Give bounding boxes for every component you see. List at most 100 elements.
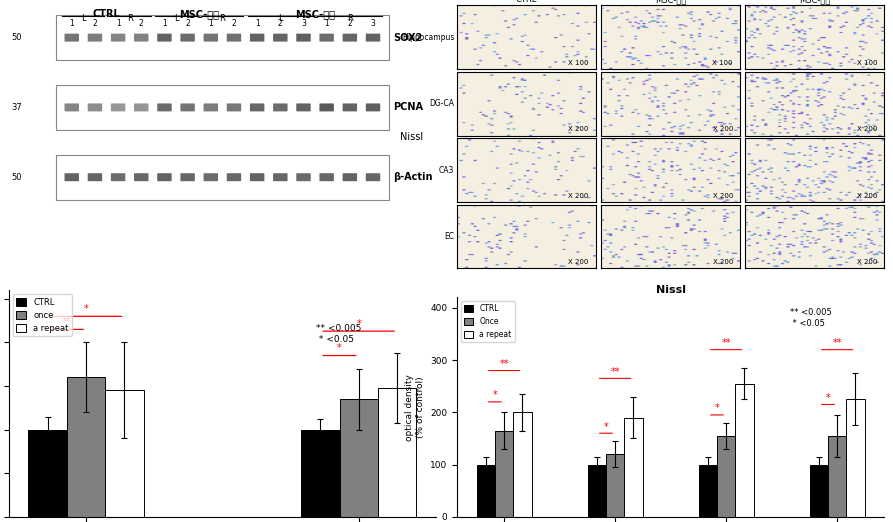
Y-axis label: Hippocampus: Hippocampus <box>402 33 455 42</box>
Text: 2: 2 <box>185 19 190 28</box>
Text: 2: 2 <box>347 19 352 28</box>
Text: ** <0.005
 * <0.05: ** <0.005 * <0.05 <box>790 309 832 328</box>
Text: **: ** <box>722 338 730 348</box>
Y-axis label: CA3: CA3 <box>439 165 455 174</box>
Title: MSC-반복: MSC-반복 <box>799 0 830 5</box>
Title: Nissl: Nissl <box>655 285 686 295</box>
Bar <box>339 399 378 517</box>
FancyBboxPatch shape <box>366 33 380 42</box>
Text: 2: 2 <box>231 19 237 28</box>
FancyBboxPatch shape <box>320 173 334 181</box>
Bar <box>624 418 643 517</box>
FancyBboxPatch shape <box>180 103 195 111</box>
Text: *: * <box>604 422 608 432</box>
Text: *: * <box>338 343 342 353</box>
Text: 1: 1 <box>116 19 121 28</box>
Bar <box>105 390 144 517</box>
Text: R: R <box>346 14 353 23</box>
Bar <box>301 430 339 517</box>
Bar <box>378 388 416 517</box>
Text: L: L <box>81 14 86 23</box>
FancyBboxPatch shape <box>250 33 264 42</box>
Text: **: ** <box>610 367 620 377</box>
Bar <box>513 412 531 517</box>
FancyBboxPatch shape <box>273 103 288 111</box>
FancyBboxPatch shape <box>88 173 102 181</box>
Text: 2: 2 <box>278 19 283 28</box>
Bar <box>698 465 717 517</box>
Bar <box>56 155 388 199</box>
FancyBboxPatch shape <box>296 173 311 181</box>
FancyBboxPatch shape <box>227 173 241 181</box>
Bar <box>810 465 828 517</box>
Text: R: R <box>220 14 225 23</box>
Bar <box>717 436 735 517</box>
Text: ** <0.005
 * <0.05: ** <0.005 * <0.05 <box>316 324 362 343</box>
Text: **: ** <box>62 317 71 327</box>
Text: X 200: X 200 <box>856 193 877 199</box>
Y-axis label: optical density
(% of control): optical density (% of control) <box>405 374 425 441</box>
Text: 1: 1 <box>208 19 213 28</box>
Text: 2: 2 <box>93 19 97 28</box>
Text: *: * <box>84 304 88 314</box>
Text: MSC-단회: MSC-단회 <box>179 9 219 19</box>
Text: CTRL: CTRL <box>93 9 121 19</box>
FancyBboxPatch shape <box>343 173 357 181</box>
FancyBboxPatch shape <box>273 33 288 42</box>
Text: X 100: X 100 <box>713 60 733 66</box>
FancyBboxPatch shape <box>366 173 380 181</box>
FancyBboxPatch shape <box>157 173 171 181</box>
Bar <box>56 85 388 130</box>
Text: 1: 1 <box>324 19 329 28</box>
FancyBboxPatch shape <box>180 173 195 181</box>
FancyBboxPatch shape <box>250 173 264 181</box>
FancyBboxPatch shape <box>204 33 218 42</box>
FancyBboxPatch shape <box>227 103 241 111</box>
FancyBboxPatch shape <box>296 33 311 42</box>
Bar <box>56 15 388 60</box>
FancyBboxPatch shape <box>204 173 218 181</box>
FancyBboxPatch shape <box>111 103 125 111</box>
Text: X 200: X 200 <box>713 126 733 133</box>
FancyBboxPatch shape <box>111 173 125 181</box>
Text: PCNA: PCNA <box>393 102 423 112</box>
FancyBboxPatch shape <box>134 103 148 111</box>
FancyBboxPatch shape <box>88 103 102 111</box>
FancyBboxPatch shape <box>320 103 334 111</box>
Legend: CTRL, Once, a repeat: CTRL, Once, a repeat <box>461 301 514 342</box>
Text: *: * <box>714 404 720 413</box>
FancyBboxPatch shape <box>250 103 264 111</box>
FancyBboxPatch shape <box>204 103 218 111</box>
Text: MSC-반복: MSC-반복 <box>295 9 335 19</box>
Text: **: ** <box>832 338 842 348</box>
Text: X 200: X 200 <box>569 193 588 199</box>
FancyBboxPatch shape <box>134 173 148 181</box>
Bar <box>828 436 847 517</box>
Legend: CTRL, once, a repeat: CTRL, once, a repeat <box>13 294 71 336</box>
Text: L: L <box>278 14 282 23</box>
Title: MSC-단회: MSC-단회 <box>655 0 687 5</box>
FancyBboxPatch shape <box>227 33 241 42</box>
Text: X 200: X 200 <box>569 259 588 265</box>
FancyBboxPatch shape <box>157 103 171 111</box>
Text: X 200: X 200 <box>569 126 588 133</box>
FancyBboxPatch shape <box>111 33 125 42</box>
Text: 1: 1 <box>255 19 260 28</box>
Text: X 200: X 200 <box>713 259 733 265</box>
Text: β-Actin: β-Actin <box>393 172 432 182</box>
Text: 50: 50 <box>11 33 21 42</box>
Bar <box>495 431 513 517</box>
Bar <box>847 399 864 517</box>
Bar <box>735 384 754 517</box>
FancyBboxPatch shape <box>64 173 79 181</box>
Text: X 100: X 100 <box>568 60 588 66</box>
Text: **: ** <box>499 359 509 369</box>
Bar <box>67 377 105 517</box>
Text: X 100: X 100 <box>856 60 877 66</box>
Bar <box>477 465 495 517</box>
FancyBboxPatch shape <box>366 103 380 111</box>
FancyBboxPatch shape <box>64 103 79 111</box>
FancyBboxPatch shape <box>320 33 334 42</box>
Text: *: * <box>356 318 361 328</box>
FancyBboxPatch shape <box>157 33 171 42</box>
